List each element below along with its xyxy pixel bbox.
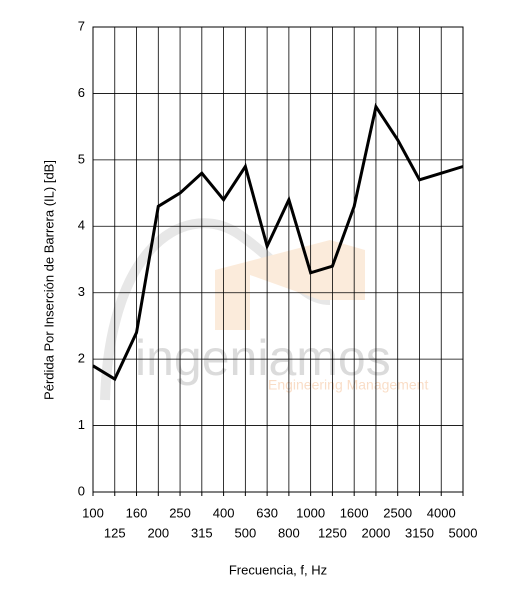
y-tick-label: 6 bbox=[78, 85, 85, 100]
x-tick-label: 400 bbox=[213, 505, 235, 520]
x-tick-label: 1600 bbox=[340, 505, 369, 520]
x-tick-label: 630 bbox=[256, 505, 278, 520]
watermark-shape bbox=[215, 240, 365, 330]
x-tick-label: 5000 bbox=[449, 525, 478, 540]
x-tick-label: 2500 bbox=[383, 505, 412, 520]
data-line bbox=[92, 102, 464, 382]
y-axis-label: Pérdida Por Inserción de Barrera (IL) [d… bbox=[41, 160, 56, 400]
x-tick-label: 1250 bbox=[318, 525, 347, 540]
x-axis-label: Frecuencia, f, Hz bbox=[229, 562, 327, 577]
x-tick-label: 125 bbox=[104, 525, 126, 540]
x-tick-label: 3150 bbox=[405, 525, 434, 540]
plot-frame bbox=[92, 26, 464, 493]
x-tick-label: 1000 bbox=[296, 505, 325, 520]
x-tick-label: 200 bbox=[147, 525, 169, 540]
watermark-text: ingeniamos bbox=[135, 330, 391, 386]
y-tick-label: 0 bbox=[78, 483, 85, 498]
y-tick-label: 3 bbox=[78, 284, 85, 299]
x-tick-label: 250 bbox=[169, 505, 191, 520]
watermark-subtitle: Engineering Management bbox=[268, 377, 428, 393]
x-tick-label: 800 bbox=[278, 525, 300, 540]
y-tick-label: 4 bbox=[78, 218, 85, 233]
y-tick-label: 7 bbox=[78, 18, 85, 33]
x-tick-label: 500 bbox=[235, 525, 257, 540]
y-tick-label: 2 bbox=[78, 351, 85, 366]
x-tick-label: 100 bbox=[82, 505, 104, 520]
x-tick-label: 4000 bbox=[427, 505, 456, 520]
x-tick-label: 315 bbox=[191, 525, 213, 540]
y-tick-label: 1 bbox=[78, 417, 85, 432]
x-tick-label: 160 bbox=[126, 505, 148, 520]
y-tick-label: 5 bbox=[78, 151, 85, 166]
watermark: ingeniamos Engineering Management bbox=[100, 218, 428, 401]
x-tick-label: 2000 bbox=[361, 525, 390, 540]
